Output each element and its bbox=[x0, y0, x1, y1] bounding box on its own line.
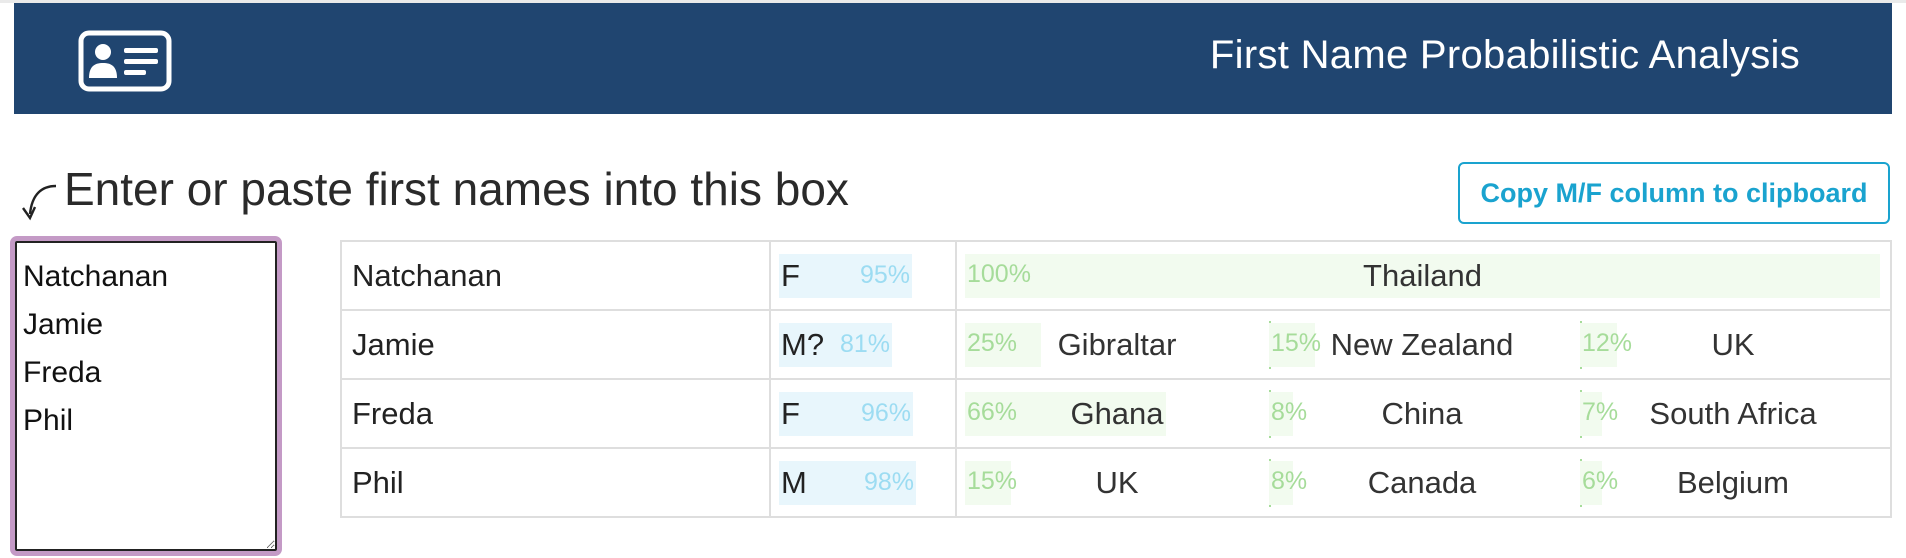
country-name: South Africa bbox=[1649, 396, 1817, 431]
gender-cell: M? 81% bbox=[769, 309, 957, 380]
gender-percentage: 96% bbox=[860, 399, 911, 427]
gender-probability-bar bbox=[779, 254, 912, 298]
country-cell: 15% UK 8% Canada 6% Belgium bbox=[955, 447, 1892, 518]
country-percentage: 7% bbox=[1582, 398, 1619, 426]
gender-label: M bbox=[781, 465, 807, 500]
country-segment: 15% New Zealand bbox=[1269, 311, 1575, 378]
country-percentage: 66% bbox=[967, 398, 1018, 426]
country-name: UK bbox=[1711, 327, 1755, 362]
gender-cell: F 96% bbox=[769, 378, 957, 449]
country-percentage: 100% bbox=[967, 260, 1031, 288]
country-probability-bar bbox=[1269, 392, 1293, 436]
country-segment: 15% UK bbox=[965, 449, 1269, 516]
country-name: Gibraltar bbox=[1057, 327, 1177, 362]
gender-cell: M 98% bbox=[769, 447, 957, 518]
curved-arrow-down-icon bbox=[22, 184, 57, 221]
country-probability-bar bbox=[965, 323, 1041, 367]
country-segment: 8% Canada bbox=[1269, 449, 1575, 516]
gender-percentage: 81% bbox=[839, 330, 890, 358]
country-cell: 100% Thailand bbox=[955, 240, 1892, 311]
country-segment: 12% UK bbox=[1580, 311, 1886, 378]
country-segment: 66% Ghana bbox=[965, 380, 1269, 447]
top-border bbox=[0, 0, 1906, 3]
results-table: Natchanan F 95% 100% Thailand Jamie M? 81% 25% Gi… bbox=[340, 240, 1892, 518]
country-probability-bar bbox=[965, 461, 1011, 505]
country-percentage: 15% bbox=[1271, 329, 1322, 357]
country-probability-bar bbox=[1269, 323, 1315, 367]
country-probability-bar bbox=[965, 392, 1166, 436]
name-cell: Jamie bbox=[340, 309, 771, 380]
gender-percentage: 98% bbox=[863, 468, 914, 496]
country-probability-bar bbox=[965, 254, 1880, 298]
gender-probability-bar bbox=[779, 323, 892, 367]
app-header: First Name Probabilistic Analysis bbox=[14, 3, 1892, 114]
country-name: Ghana bbox=[1070, 396, 1164, 431]
name-cell: Phil bbox=[340, 447, 771, 518]
country-segment: 7% South Africa bbox=[1580, 380, 1886, 447]
input-instructions: Enter or paste first names into this box bbox=[64, 163, 849, 215]
table-row: Natchanan F 95% 100% Thailand bbox=[340, 240, 1892, 311]
name-cell: Freda bbox=[340, 378, 771, 449]
country-percentage: 8% bbox=[1271, 398, 1308, 426]
gender-label: F bbox=[781, 258, 800, 293]
gender-label: F bbox=[781, 396, 800, 431]
country-segment: 6% Belgium bbox=[1580, 449, 1886, 516]
names-input-frame bbox=[10, 236, 282, 556]
country-probability-bar bbox=[1580, 323, 1617, 367]
country-name: Canada bbox=[1367, 465, 1477, 500]
gender-label: M? bbox=[781, 327, 825, 362]
id-card-icon bbox=[78, 30, 172, 92]
country-probability-bar bbox=[1580, 392, 1602, 436]
table-row: Jamie M? 81% 25% Gibraltar 15% New Zealand 12% U… bbox=[340, 309, 1892, 380]
country-percentage: 25% bbox=[967, 329, 1018, 357]
country-percentage: 6% bbox=[1582, 467, 1619, 495]
country-probability-bar bbox=[1580, 461, 1602, 505]
country-name: UK bbox=[1095, 465, 1139, 500]
country-probability-bar bbox=[1269, 461, 1293, 505]
country-segment: 25% Gibraltar bbox=[965, 311, 1269, 378]
table-row: Phil M 98% 15% UK 8% Canada 6% Belgium bbox=[340, 447, 1892, 518]
table-row: Freda F 96% 66% Ghana 8% China 7% South Africa bbox=[340, 378, 1892, 449]
country-segment: 100% Thailand bbox=[965, 242, 1880, 309]
country-cell: 25% Gibraltar 15% New Zealand 12% UK bbox=[955, 309, 1892, 380]
country-name: New Zealand bbox=[1330, 327, 1514, 362]
page-title: First Name Probabilistic Analysis bbox=[1209, 33, 1800, 77]
names-input[interactable] bbox=[15, 241, 277, 551]
country-percentage: 12% bbox=[1582, 329, 1633, 357]
country-percentage: 8% bbox=[1271, 467, 1308, 495]
country-name: Belgium bbox=[1677, 465, 1789, 500]
gender-probability-bar bbox=[779, 392, 913, 436]
country-cell: 66% Ghana 8% China 7% South Africa bbox=[955, 378, 1892, 449]
gender-cell: F 95% bbox=[769, 240, 957, 311]
gender-percentage: 95% bbox=[859, 261, 910, 289]
copy-gender-column-button[interactable]: Copy M/F column to clipboard bbox=[1458, 162, 1890, 224]
gender-probability-bar bbox=[779, 461, 916, 505]
country-segment: 8% China bbox=[1269, 380, 1575, 447]
country-percentage: 15% bbox=[967, 467, 1018, 495]
country-name: Thailand bbox=[1363, 258, 1482, 293]
country-name: China bbox=[1381, 396, 1463, 431]
name-cell: Natchanan bbox=[340, 240, 771, 311]
